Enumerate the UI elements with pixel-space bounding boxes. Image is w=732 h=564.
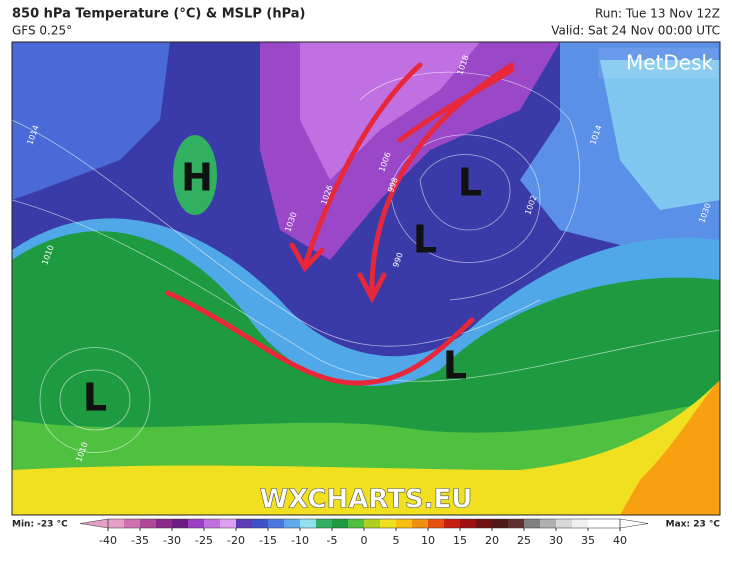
colorbar-segment — [556, 519, 573, 528]
colorbar-segment — [508, 519, 525, 528]
colorbar-tick-label: 5 — [393, 534, 400, 547]
pressure-centre: L — [413, 218, 437, 262]
run: Run: Tue 13 Nov 12Z — [595, 7, 720, 21]
colorbar-segment — [332, 519, 349, 528]
colorbar-tick-label: 15 — [453, 534, 467, 547]
colorbar-tick-label: -25 — [195, 534, 213, 547]
logo: MetDesk — [626, 51, 714, 75]
colorbar-segment — [364, 519, 381, 528]
max-label: Max: 23 °C — [666, 520, 721, 530]
colorbar-tick-label: -20 — [227, 534, 245, 547]
colorbar-segment — [316, 519, 333, 528]
colorbar-segment — [524, 519, 541, 528]
colorbar-segment — [140, 519, 157, 528]
colorbar-tick-label: -30 — [163, 534, 181, 547]
colorbar-segment — [220, 519, 237, 528]
isobars — [12, 71, 720, 453]
colorbar-tick-label: 30 — [549, 534, 563, 547]
colorbar-segment — [188, 519, 205, 528]
field-yellow — [12, 380, 720, 515]
pressure-centre: L — [443, 344, 467, 388]
colorbar-segment — [348, 519, 365, 528]
pressure-centre: L — [458, 161, 482, 205]
colorbar-tick-label: -15 — [259, 534, 277, 547]
colorbar-segment — [204, 519, 221, 528]
pressure-centre: H — [181, 156, 213, 200]
map-field — [12, 42, 720, 515]
colorbar-segment — [604, 519, 621, 528]
colorbar-segment — [492, 519, 509, 528]
colorbar: -40 -35 -30 -25 -20 -15 -10 -5 0 5 10 15 20 25 30 35 40 — [79, 518, 649, 547]
colorbar-segment — [284, 519, 301, 528]
min-label: Min: -23 °C — [12, 520, 68, 530]
colorbar-segment — [444, 519, 461, 528]
colorbar-segment — [252, 519, 269, 528]
model: GFS 0.25° — [12, 24, 72, 38]
colorbar-segment — [380, 519, 397, 528]
colorbar-tick-label: 35 — [581, 534, 595, 547]
colorbar-segment — [268, 519, 285, 528]
colorbar-segment — [300, 519, 317, 528]
field-cyan — [600, 60, 720, 210]
colorbar-segment — [156, 519, 173, 528]
colorbar-tick-label: 0 — [361, 534, 368, 547]
colorbar-segment — [108, 519, 125, 528]
colorbar-segment — [172, 519, 189, 528]
colorbar-tick-label: 20 — [485, 534, 499, 547]
watermark: WXCHARTS.EU — [260, 485, 473, 515]
title: 850 hPa Temperature (°C) & MSLP (hPa) — [12, 7, 305, 22]
greenland-warm — [173, 135, 217, 215]
colorbar-tick-label: 40 — [613, 534, 627, 547]
colorbar-tick-label: -5 — [327, 534, 338, 547]
colorbar-segment — [236, 519, 253, 528]
colorbar-tick-label: 25 — [517, 534, 531, 547]
field-blue — [12, 42, 170, 200]
colorbar-segment — [572, 519, 589, 528]
colorbar-tick-label: 10 — [421, 534, 435, 547]
colorbar-segment — [460, 519, 477, 528]
colorbar-tick-label: -40 — [99, 534, 117, 547]
colorbar-right-cap — [619, 518, 649, 529]
colorbar-segment — [476, 519, 493, 528]
colorbar-segment — [412, 519, 429, 528]
colorbar-tick-label: -10 — [291, 534, 309, 547]
colorbar-left-cap — [79, 518, 109, 529]
field-orange — [620, 380, 720, 515]
colorbar-segment — [396, 519, 413, 528]
colorbar-tick-label: -35 — [131, 534, 149, 547]
field-violet — [300, 42, 480, 180]
logo-box — [598, 48, 718, 78]
valid: Valid: Sat 24 Nov 00:00 UTC — [551, 24, 720, 38]
colorbar-segment — [588, 519, 605, 528]
pressure-centre: L — [83, 376, 107, 420]
colorbar-segment — [124, 519, 141, 528]
colorbar-segment — [540, 519, 557, 528]
map-frame — [11, 41, 721, 516]
colorbar-segment — [428, 519, 445, 528]
flow-arrows — [165, 62, 515, 386]
